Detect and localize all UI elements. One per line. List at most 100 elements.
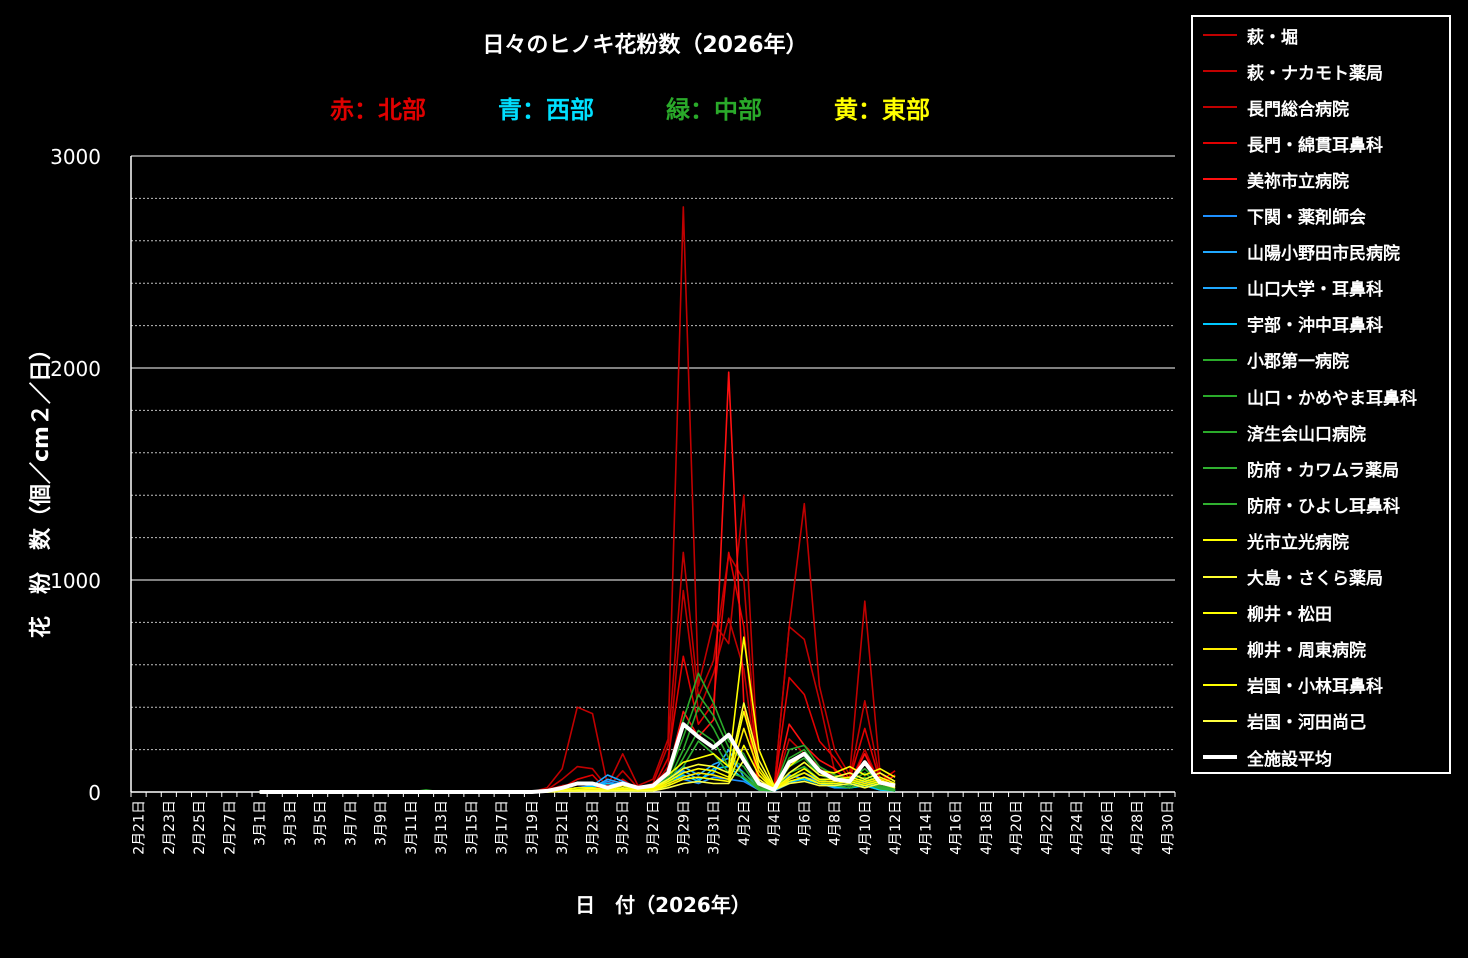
chart-title: 日々のヒノキ花粉数（2026年） [482,32,807,58]
legend-item: 萩・堀 [1193,17,1298,53]
x-tick-label: 4月30日 [1160,800,1176,855]
y-tick-label: 2000 [50,357,101,381]
legend-item: 防府・ひよし耳鼻科 [1193,486,1400,522]
legend-item: 小郡第一病院 [1193,342,1349,378]
legend-label: 萩・堀 [1247,27,1298,48]
legend-swatch [1203,683,1237,686]
legend-swatch [1203,539,1237,542]
major-gridlines [131,155,1175,581]
x-tick-label: 4月18日 [979,800,995,855]
legend-swatch [1203,106,1237,109]
region-label-central: 緑：中部 [666,96,762,124]
legend-swatch [1203,467,1237,470]
x-tick-label: 4月20日 [1009,800,1025,855]
legend-item: 萩・ナカモト薬局 [1193,53,1383,89]
legend-item: 岩国・河田尚己 [1193,703,1366,739]
region-label-east: 黄：東部 [834,96,930,124]
legend-swatch [1203,214,1237,217]
legend-swatch [1203,395,1237,397]
legend-item: 大島・さくら薬局 [1193,559,1383,595]
legend-label: 光市立光病院 [1247,532,1349,553]
legend-item: 済生会山口病院 [1193,414,1366,450]
legend-label: 山口大学・耳鼻科 [1247,280,1383,301]
legend-label: 柳井・周東病院 [1247,641,1366,662]
legend-item: 長門総合病院 [1193,89,1349,125]
legend: 萩・堀萩・ナカモト薬局 長門総合病院長門・綿貫耳鼻科 美祢市立病院 下関・薬剤師会山陽… [1191,15,1451,774]
region-label-west: 青：西部 [498,96,594,124]
x-tick-label: 4月10日 [858,800,874,855]
x-tick-label: 4月12日 [888,800,904,855]
legend-label: 下関・薬剤師会 [1247,208,1366,228]
x-tick-label: 3月7日 [343,800,359,846]
x-axis-label: 日 付（2026年） [575,893,751,917]
x-tick-label: 3月11日 [404,800,420,855]
legend-item: 宇部・沖中耳鼻科 [1193,306,1383,342]
x-tick-label: 4月2日 [737,800,753,846]
x-tick-label: 3月3日 [283,800,299,846]
x-tick-label: 4月26日 [1100,800,1116,855]
minor-gridlines [131,197,1175,751]
legend-label: 山陽小野田市民病院 [1247,244,1400,265]
legend-swatch [1203,431,1237,434]
x-tick-label: 4月22日 [1039,800,1055,855]
x-tick-label: 3月25日 [616,800,632,855]
legend-label: 柳井・松田 [1247,605,1332,626]
x-tick-label: 3月5日 [313,800,329,846]
legend-swatch [1203,647,1237,650]
legend-item: 柳井・周東病院 [1193,631,1366,667]
legend-swatch [1203,575,1237,578]
x-tick-label: 3月29日 [676,800,692,855]
legend-item: 山口・かめやま耳鼻科 [1193,378,1417,414]
x-tick-label: 4月28日 [1130,800,1146,855]
legend-label: 長門総合病院 [1247,99,1349,120]
legend-label: 全施設平均 [1247,749,1332,770]
legend-item: 光市立光病院 [1193,522,1349,558]
series-line [259,722,896,794]
series-line [259,371,896,793]
legend-swatch [1203,719,1237,722]
legend-item: 下関・薬剤師会 [1193,198,1366,234]
x-tick-label: 4月16日 [949,800,965,855]
series-lines [259,206,896,794]
x-tick-label: 2月25日 [192,800,208,855]
legend-label: 萩・ナカモト薬局 [1247,63,1383,84]
legend-label: 宇部・沖中耳鼻科 [1247,316,1383,337]
x-tick-label: 4月4日 [767,800,783,846]
legend-item: 全施設平均 [1193,739,1332,775]
legend-item: 山口大学・耳鼻科 [1193,270,1383,306]
legend-item: 柳井・松田 [1193,595,1332,631]
series-line [259,589,896,793]
x-tick-label: 4月8日 [828,800,844,846]
legend-label: 済生会山口病院 [1247,424,1366,445]
legend-swatch [1203,142,1237,145]
legend-label: 防府・カワムラ薬局 [1247,460,1400,481]
legend-swatch [1203,322,1237,325]
x-tick-label: 2月21日 [132,800,148,855]
legend-label: 長門・綿貫耳鼻科 [1247,135,1383,156]
legend-item: 長門・綿貫耳鼻科 [1193,125,1383,161]
x-tick-label: 3月1日 [253,800,269,846]
x-tick-labels: 2月21日 2月23日 2月25日 2月27日 3月1日 3月3日 3月5日 3月7日 3月9日… [132,800,1177,855]
x-tick-label: 2月27日 [222,800,238,855]
x-tick-label: 3月23日 [585,800,601,855]
y-tick-label: 1000 [50,569,101,593]
x-tick-label: 3月9日 [374,800,390,846]
x-tick-label: 3月17日 [495,800,511,855]
legend-item: 防府・カワムラ薬局 [1193,450,1399,486]
legend-swatch [1203,286,1237,289]
legend-swatch [1203,611,1237,614]
legend-swatch [1203,755,1237,759]
y-tick-label: 3000 [50,145,101,169]
legend-item: 岩国・小林耳鼻科 [1193,667,1383,703]
legend-label: 岩国・河田尚己 [1247,713,1366,734]
legend-swatch [1203,34,1237,36]
legend-label: 美祢市立病院 [1247,171,1349,192]
legend-label: 防府・ひよし耳鼻科 [1247,496,1400,517]
region-label-north: 赤：北部 [330,96,426,124]
x-tick-label: 3月21日 [555,800,571,855]
x-tick-label: 3月31日 [707,800,723,855]
x-tick-label: 3月19日 [525,800,541,855]
series-line [259,206,896,793]
legend-swatch [1203,250,1237,253]
